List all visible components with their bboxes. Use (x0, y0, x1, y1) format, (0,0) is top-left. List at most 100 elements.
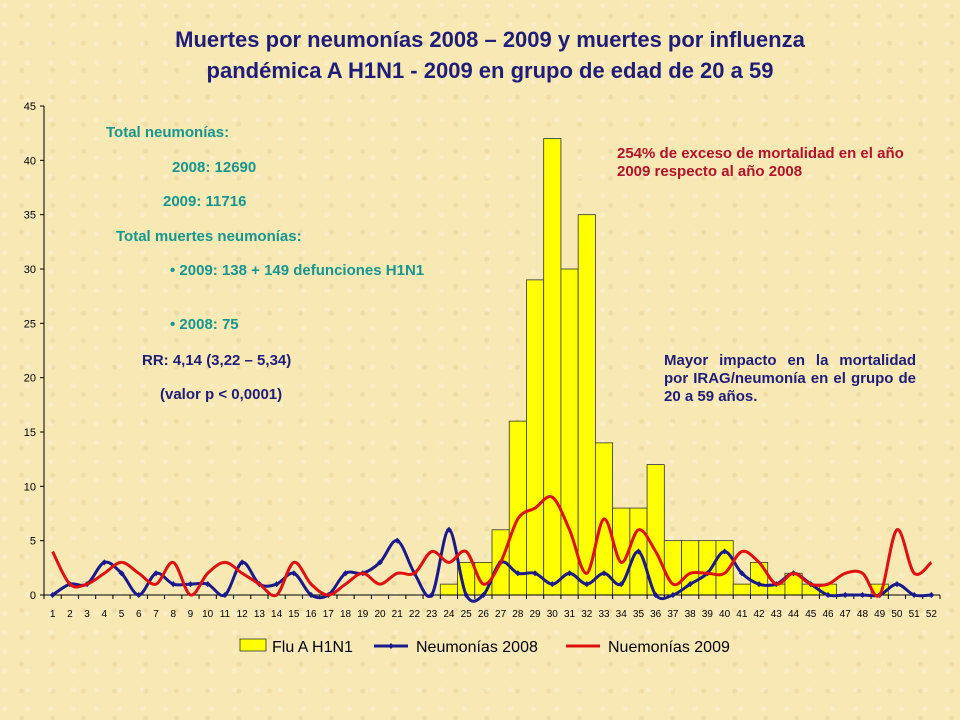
point-neumonias-2008 (842, 592, 849, 598)
point-neumonias-2008 (532, 570, 539, 577)
point-neumonias-2008 (721, 548, 728, 555)
x-tick-label: 9 (188, 609, 194, 620)
y-tick-label: 30 (24, 264, 36, 276)
point-neumonias-2008 (635, 548, 642, 555)
impact-note: Mayor impacto en la mortalidad por IRAG/… (664, 352, 916, 405)
point-neumonias-2008 (911, 592, 918, 598)
point-neumonias-2008 (652, 592, 659, 598)
x-tick-label: 48 (857, 609, 869, 620)
legend-marker-2008 (388, 643, 394, 649)
total-2008-value: 2008: 12690 (172, 159, 257, 176)
x-tick-label: 40 (719, 609, 731, 620)
x-tick-label: 2 (67, 609, 73, 620)
x-tick-label: 12 (237, 609, 249, 620)
bar-flu-a-h1n1 (750, 562, 769, 596)
x-tick-label: 34 (616, 609, 628, 620)
point-neumonias-2008 (428, 592, 435, 598)
x-tick-label: 13 (254, 609, 266, 620)
x-tick-label: 4 (102, 609, 108, 620)
x-tick-label: 33 (598, 609, 610, 620)
bullet-2008: • 2008: 75 (170, 316, 239, 333)
x-tick-label: 8 (170, 609, 176, 620)
x-tick-label: 7 (153, 609, 159, 620)
x-tick-label: 18 (340, 609, 352, 620)
x-tick-label: 49 (874, 609, 886, 620)
x-tick-label: 6 (136, 609, 142, 620)
point-neumonias-2008 (825, 592, 831, 598)
x-tick-label: 19 (357, 609, 369, 620)
y-tick-label: 45 (24, 101, 36, 113)
bar-flu-a-h1n1 (543, 138, 562, 596)
point-neumonias-2008 (687, 581, 694, 588)
x-tick-label: 41 (736, 609, 748, 620)
x-tick-label: 51 (909, 609, 921, 620)
point-neumonias-2008 (153, 570, 159, 577)
rr-value: RR: 4,14 (3,22 – 5,34) (142, 352, 292, 369)
x-tick-label: 38 (685, 609, 697, 620)
bar-flu-a-h1n1 (732, 583, 751, 596)
x-tick-label: 17 (323, 609, 335, 620)
total-muertes-label: Total muertes neumonías: (116, 228, 302, 245)
point-neumonias-2008 (893, 581, 900, 588)
x-tick-label: 29 (530, 609, 542, 620)
x-tick-label: 1 (50, 609, 56, 620)
point-neumonias-2008 (204, 581, 211, 588)
x-tick-label: 46 (822, 609, 834, 620)
legend-label: Flu A H1N1 (272, 639, 353, 656)
y-tick-label: 20 (24, 373, 36, 385)
y-tick-label: 0 (30, 590, 36, 602)
point-neumonias-2008 (463, 592, 470, 598)
legend-label: Neumonías 2008 (416, 639, 538, 656)
bar-flu-a-h1n1 (577, 214, 596, 596)
legend-label: Nuemonías 2009 (608, 639, 730, 656)
y-tick-label: 10 (24, 481, 36, 493)
point-neumonias-2008 (928, 592, 935, 598)
point-neumonias-2008 (290, 570, 297, 577)
x-tick-label: 23 (426, 609, 438, 620)
x-tick-label: 14 (271, 609, 283, 620)
point-neumonias-2008 (566, 570, 573, 577)
point-neumonias-2008 (221, 592, 228, 598)
x-tick-label: 5 (119, 609, 125, 620)
point-neumonias-2008 (859, 592, 866, 598)
point-neumonias-2008 (342, 570, 349, 577)
bar-flu-a-h1n1 (474, 562, 493, 596)
bar-flu-a-h1n1 (698, 540, 717, 596)
point-neumonias-2008 (756, 581, 763, 588)
x-tick-label: 37 (667, 609, 679, 620)
x-tick-label: 15 (288, 609, 300, 620)
x-tick-label: 42 (754, 609, 766, 620)
p-value: (valor p < 0,0001) (160, 386, 283, 403)
point-neumonias-2008 (118, 570, 125, 577)
x-tick-label: 10 (202, 609, 214, 620)
point-neumonias-2008 (101, 559, 108, 566)
x-tick-label: 35 (633, 609, 645, 620)
x-tick-label: 39 (702, 609, 714, 620)
x-tick-label: 43 (771, 609, 783, 620)
bar-flu-a-h1n1 (663, 540, 682, 596)
x-tick-label: 47 (840, 609, 852, 620)
x-tick-label: 31 (564, 609, 576, 620)
point-neumonias-2008 (583, 581, 590, 588)
y-tick-label: 40 (24, 155, 36, 167)
total-2009-value: 2009: 11716 (163, 193, 247, 210)
x-tick-label: 26 (478, 609, 490, 620)
x-tick-label: 22 (409, 609, 421, 620)
point-neumonias-2008 (308, 592, 315, 598)
point-neumonias-2008 (738, 570, 745, 577)
y-tick-label: 25 (24, 318, 36, 330)
line-neumonias-2009 (51, 495, 933, 598)
x-tick-label: 3 (84, 609, 90, 620)
point-neumonias-2008 (601, 570, 607, 577)
x-tick-label: 30 (547, 609, 559, 620)
x-tick-label: 45 (805, 609, 817, 620)
y-tick-label: 35 (24, 210, 36, 222)
point-neumonias-2008 (618, 581, 625, 588)
x-tick-label: 25 (461, 609, 473, 620)
point-neumonias-2008 (239, 559, 246, 566)
bar-flu-a-h1n1 (526, 279, 545, 596)
title-line-1: Muertes por neumonías 2008 – 2009 y muer… (175, 27, 805, 52)
total-neumonias-label: Total neumonías: (106, 124, 230, 141)
x-tick-label: 24 (443, 609, 455, 620)
